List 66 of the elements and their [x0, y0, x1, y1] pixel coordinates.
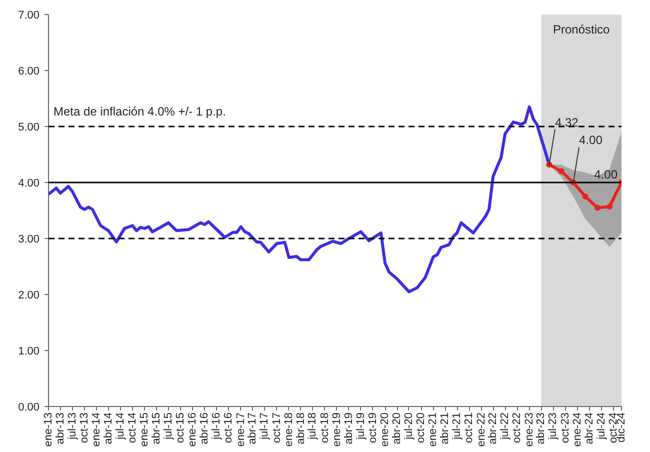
- x-tick-label: dic-24: [616, 412, 628, 442]
- y-tick-label: 6.00: [18, 66, 40, 78]
- x-tick-label: oct-13: [78, 412, 90, 444]
- x-tick-label: ene-17: [234, 412, 247, 447]
- y-tick-label: 5.00: [18, 122, 40, 134]
- x-tick-label: ene-22: [475, 412, 488, 447]
- x-tick-label: abr-13: [54, 412, 66, 444]
- x-tick-label: jul-13: [66, 412, 78, 440]
- point: [606, 204, 613, 210]
- data-label: 4.00: [594, 168, 618, 182]
- y-tick-label: 3.00: [18, 234, 40, 246]
- x-tick-label: jul-22: [499, 412, 512, 440]
- x-tick-label: oct-18: [318, 412, 331, 444]
- x-tick-label: ene-20: [379, 412, 392, 447]
- x-tick-label: jul-19: [354, 412, 367, 440]
- x-tick-label: jul-21: [451, 412, 464, 440]
- x-tick-label: jul-18: [306, 412, 319, 440]
- band-label: Pronóstico: [552, 22, 610, 36]
- annotation: Meta de inflación 4.0% +/- 1 p.p.: [54, 104, 226, 118]
- x-tick-label: oct-17: [270, 412, 283, 444]
- x-tick-label: abr-14: [102, 412, 114, 444]
- y-tick-label: 7.00: [18, 10, 40, 22]
- x-tick-label: jul-15: [162, 412, 174, 440]
- x-tick-label: ene-16: [186, 412, 199, 447]
- x-tick-label: oct-23: [559, 412, 572, 444]
- x-tick-label: oct-15: [174, 412, 187, 444]
- x-tick-label: ene-18: [282, 412, 295, 447]
- line-series: [48, 105, 551, 294]
- x-tick-label: oct-19: [366, 412, 379, 444]
- y-tick-label: 4.00: [18, 178, 40, 190]
- y-tick-label: 2.00: [18, 290, 40, 302]
- x-tick-label: abr-20: [391, 412, 404, 444]
- x-tick-label: oct-21: [463, 412, 476, 444]
- x-tick-label: abr-24: [583, 412, 596, 444]
- x-tick-label: jul-23: [547, 412, 560, 440]
- x-tick-label: abr-15: [150, 412, 162, 444]
- point: [594, 204, 600, 211]
- x-tick-label: jul-14: [114, 412, 126, 440]
- x-tick-label: oct-22: [511, 412, 524, 444]
- x-tick-label: ene-14: [90, 412, 103, 447]
- point: [582, 194, 588, 200]
- y-tick-label: 0.00: [18, 402, 40, 414]
- x-tick-label: jul-24: [595, 412, 608, 440]
- x-tick-label: abr-16: [198, 412, 211, 444]
- x-tick-label: ene-19: [330, 412, 343, 447]
- x-tick-label: oct-14: [126, 412, 138, 444]
- x-tick-label: abr-19: [342, 412, 355, 444]
- x-tick-label: oct-20: [415, 412, 428, 444]
- x-tick-label: abr-17: [246, 412, 259, 444]
- x-tick-label: jul-20: [402, 412, 415, 440]
- point: [558, 168, 564, 174]
- x-tick-label: ene-21: [427, 412, 440, 447]
- x-tick-label: ene-15: [138, 412, 151, 447]
- x-tick-label: jul-17: [258, 412, 271, 440]
- x-tick-label: ene-23: [523, 412, 536, 447]
- x-tick-label: oct-16: [222, 412, 235, 444]
- x-tick-label: ene-24: [571, 412, 584, 447]
- x-tick-label: abr-21: [439, 412, 452, 444]
- x-tick-label: jul-16: [210, 412, 223, 440]
- data-label: 4.32: [554, 115, 579, 130]
- x-tick-label: abr-23: [535, 412, 548, 444]
- x-tick-label: ene-13: [42, 412, 54, 447]
- y-tick-label: 1.00: [18, 346, 40, 358]
- data-label: 4.00: [579, 133, 603, 148]
- x-tick-label: abr-18: [294, 412, 307, 444]
- x-tick-label: abr-22: [487, 412, 500, 444]
